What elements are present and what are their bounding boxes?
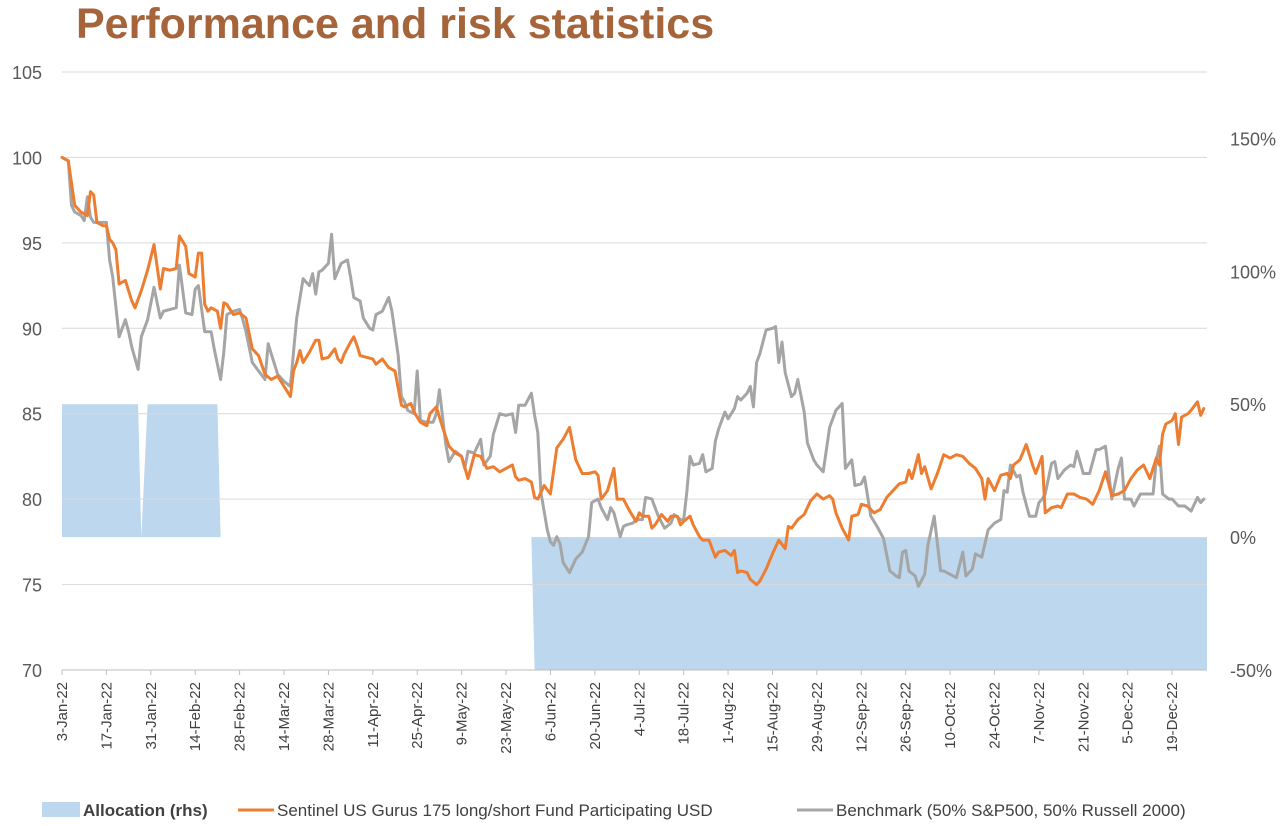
chart-title: Performance and risk statistics [76, 0, 715, 48]
x-tick-label: 25-Apr-22 [409, 682, 426, 749]
y-right-tick-label: -50% [1230, 661, 1272, 681]
y-right-tick-label: 0% [1230, 528, 1256, 548]
x-tick-label: 9-May-22 [454, 682, 471, 745]
y-left-tick-label: 95 [22, 234, 42, 254]
y-left-tick-label: 105 [12, 63, 42, 83]
x-tick-label: 10-Oct-22 [942, 682, 959, 749]
x-tick-label: 3-Jan-22 [54, 682, 71, 741]
benchmark-line [60, 155, 1206, 588]
y-left-tick-label: 70 [22, 661, 42, 681]
x-tick-label: 14-Mar-22 [276, 682, 293, 751]
x-tick-label: 17-Jan-22 [98, 682, 115, 750]
x-tick-label: 4-Jul-22 [631, 682, 648, 736]
fund-line [60, 155, 1206, 587]
x-tick-label: 31-Jan-22 [143, 682, 160, 750]
allocation-area [62, 404, 1207, 670]
legend-label: Sentinel US Gurus 175 long/short Fund Pa… [277, 801, 713, 820]
x-tick-label: 12-Sep-22 [853, 682, 870, 752]
x-tick-label: 7-Nov-22 [1031, 682, 1048, 744]
allocation-area-layer [62, 404, 1207, 670]
y-right-tick-label: 50% [1230, 395, 1266, 415]
y-left-tick-label: 85 [22, 405, 42, 425]
x-tick-label: 21-Nov-22 [1075, 682, 1092, 752]
x-tick-label: 11-Apr-22 [365, 682, 382, 748]
legend-label: Benchmark (50% S&P500, 50% Russell 2000) [836, 801, 1186, 820]
y-left-tick-label: 100 [12, 148, 42, 168]
x-tick-label: 28-Mar-22 [320, 682, 337, 751]
x-tick-label: 1-Aug-22 [720, 682, 737, 744]
x-tick-label: 14-Feb-22 [187, 682, 204, 751]
x-tick-label: 15-Aug-22 [764, 682, 781, 752]
x-tick-label: 29-Aug-22 [809, 682, 826, 752]
y-left-tick-label: 90 [22, 319, 42, 339]
x-tick-label: 6-Jun-22 [542, 682, 559, 741]
legend-benchmark: Benchmark (50% S&P500, 50% Russell 2000) [797, 801, 1186, 820]
x-tick-label: 28-Feb-22 [232, 682, 249, 751]
x-tick-label: 24-Oct-22 [986, 682, 1003, 749]
x-tick-label: 26-Sep-22 [898, 682, 915, 752]
series-lines-layer [60, 155, 1206, 588]
x-tick-label: 20-Jun-22 [587, 682, 604, 750]
x-tick-label: 23-May-22 [498, 682, 515, 754]
legend: Allocation (rhs) Sentinel US Gurus 175 lo… [42, 801, 1186, 820]
legend-label: Allocation (rhs) [83, 801, 208, 820]
x-tick-label: 19-Dec-22 [1164, 682, 1181, 752]
y-right-tick-label: 100% [1230, 262, 1276, 282]
y-left-tick-label: 75 [22, 576, 42, 596]
axes-layer: 105 100 95 90 85 80 75 70 150% 100% 50% 0% -50% 3-Jan… [12, 63, 1276, 754]
legend-swatch [42, 802, 80, 817]
y-right-tick-label: 150% [1230, 129, 1276, 149]
y-left-tick-label: 80 [22, 490, 42, 510]
legend-allocation: Allocation (rhs) [42, 801, 208, 820]
x-tick-label: 5-Dec-22 [1120, 682, 1137, 744]
x-tick-label: 18-Jul-22 [676, 682, 693, 745]
legend-fund: Sentinel US Gurus 175 long/short Fund Pa… [238, 801, 713, 820]
